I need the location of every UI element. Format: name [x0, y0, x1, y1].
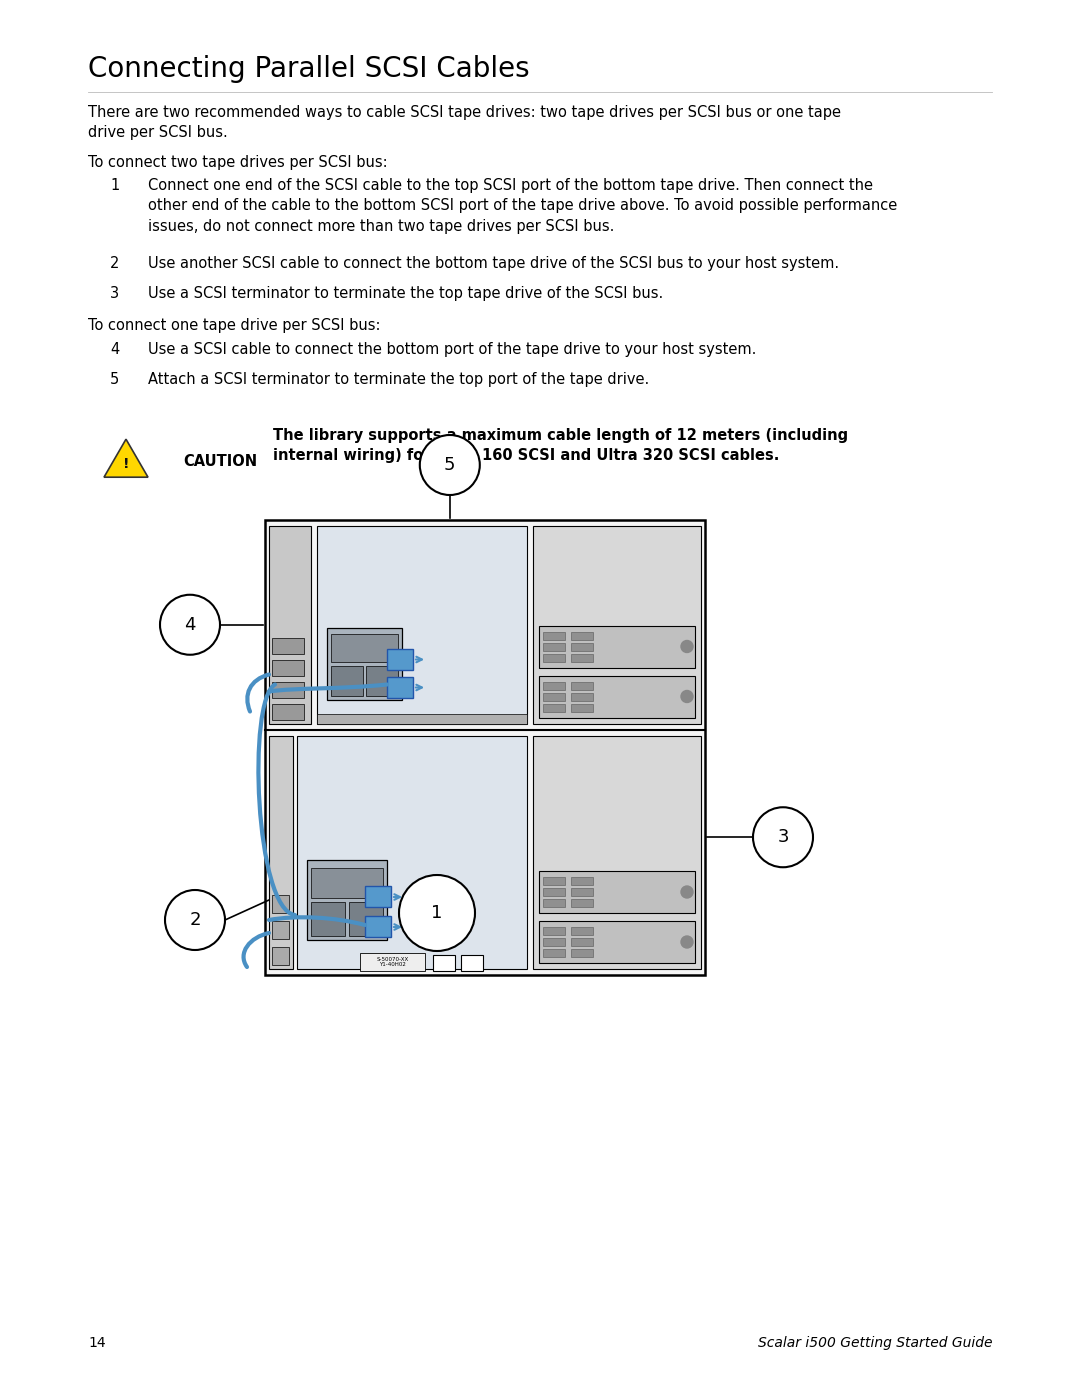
Bar — [571, 900, 593, 907]
Bar — [543, 654, 565, 662]
Bar — [330, 633, 399, 662]
Bar — [571, 949, 593, 957]
Text: 1: 1 — [110, 177, 119, 193]
Bar — [543, 888, 565, 895]
Bar — [571, 937, 593, 946]
Bar — [539, 676, 696, 718]
Bar — [307, 861, 387, 940]
Text: To connect two tape drives per SCSI bus:: To connect two tape drives per SCSI bus: — [87, 155, 388, 170]
Bar — [571, 654, 593, 662]
Bar — [297, 735, 527, 970]
Text: 2: 2 — [110, 256, 120, 271]
Bar — [543, 693, 565, 700]
Text: 3: 3 — [778, 828, 788, 847]
Bar — [543, 928, 565, 935]
Bar — [269, 735, 293, 970]
Circle shape — [420, 434, 480, 495]
Circle shape — [681, 886, 693, 898]
Text: 1: 1 — [431, 904, 443, 922]
Text: 3: 3 — [110, 286, 119, 300]
Text: The library supports a maximum cable length of 12 meters (including
internal wir: The library supports a maximum cable len… — [273, 427, 848, 464]
Bar — [387, 676, 413, 697]
Bar — [330, 665, 363, 696]
Text: CAUTION: CAUTION — [183, 454, 257, 469]
Bar — [387, 648, 413, 669]
Circle shape — [753, 807, 813, 868]
Text: !: ! — [123, 457, 130, 471]
Text: Use a SCSI terminator to terminate the top tape drive of the SCSI bus.: Use a SCSI terminator to terminate the t… — [148, 286, 663, 300]
Circle shape — [681, 640, 693, 652]
Bar — [433, 956, 455, 971]
Bar — [360, 953, 426, 971]
Bar — [571, 643, 593, 651]
Bar — [318, 714, 527, 724]
Bar — [272, 682, 303, 697]
Bar — [349, 902, 383, 936]
Text: Attach a SCSI terminator to terminate the top port of the tape drive.: Attach a SCSI terminator to terminate th… — [148, 372, 649, 387]
Bar — [272, 659, 303, 676]
Bar — [539, 921, 696, 963]
Text: S-50070-XX
Y1-40H02: S-50070-XX Y1-40H02 — [376, 957, 408, 967]
Bar — [461, 956, 483, 971]
Bar — [539, 626, 696, 668]
Text: There are two recommended ways to cable SCSI tape drives: two tape drives per SC: There are two recommended ways to cable … — [87, 105, 841, 141]
Bar — [265, 520, 705, 975]
Bar — [571, 693, 593, 700]
Circle shape — [681, 936, 693, 949]
Bar — [272, 895, 289, 914]
Text: Connect one end of the SCSI cable to the top SCSI port of the bottom tape drive.: Connect one end of the SCSI cable to the… — [148, 177, 897, 233]
Bar — [272, 704, 303, 719]
Bar — [543, 682, 565, 690]
Bar — [272, 921, 289, 939]
Bar — [571, 631, 593, 640]
Bar — [571, 928, 593, 935]
Text: 4: 4 — [185, 616, 195, 634]
Bar — [543, 643, 565, 651]
Bar — [543, 900, 565, 907]
Bar — [269, 527, 311, 724]
Text: 4: 4 — [110, 342, 119, 358]
Bar — [539, 870, 696, 914]
Circle shape — [399, 875, 475, 951]
Bar — [327, 627, 402, 700]
Bar — [534, 527, 701, 724]
Circle shape — [160, 595, 220, 655]
Circle shape — [681, 690, 693, 703]
Bar — [543, 949, 565, 957]
Bar — [318, 527, 527, 724]
Polygon shape — [104, 439, 148, 478]
Bar — [543, 631, 565, 640]
Text: 2: 2 — [189, 911, 201, 929]
Circle shape — [165, 890, 225, 950]
Text: Use another SCSI cable to connect the bottom tape drive of the SCSI bus to your : Use another SCSI cable to connect the bo… — [148, 256, 839, 271]
Bar — [311, 868, 383, 898]
Bar — [272, 947, 289, 965]
Bar — [543, 937, 565, 946]
Bar — [571, 682, 593, 690]
Bar — [571, 888, 593, 895]
Text: 5: 5 — [444, 455, 456, 474]
Bar — [311, 902, 345, 936]
Bar — [365, 916, 391, 937]
Text: To connect one tape drive per SCSI bus:: To connect one tape drive per SCSI bus: — [87, 319, 380, 332]
Text: Use a SCSI cable to connect the bottom port of the tape drive to your host syste: Use a SCSI cable to connect the bottom p… — [148, 342, 756, 358]
Bar — [571, 877, 593, 886]
Bar — [534, 735, 701, 970]
Text: Scalar i500 Getting Started Guide: Scalar i500 Getting Started Guide — [757, 1336, 993, 1350]
Bar — [571, 704, 593, 711]
Text: 5: 5 — [110, 372, 119, 387]
Bar — [272, 637, 303, 654]
Bar — [366, 665, 399, 696]
Text: Connecting Parallel SCSI Cables: Connecting Parallel SCSI Cables — [87, 54, 529, 82]
Bar — [365, 886, 391, 907]
Bar — [543, 704, 565, 711]
Bar — [543, 877, 565, 886]
Text: 14: 14 — [87, 1336, 106, 1350]
